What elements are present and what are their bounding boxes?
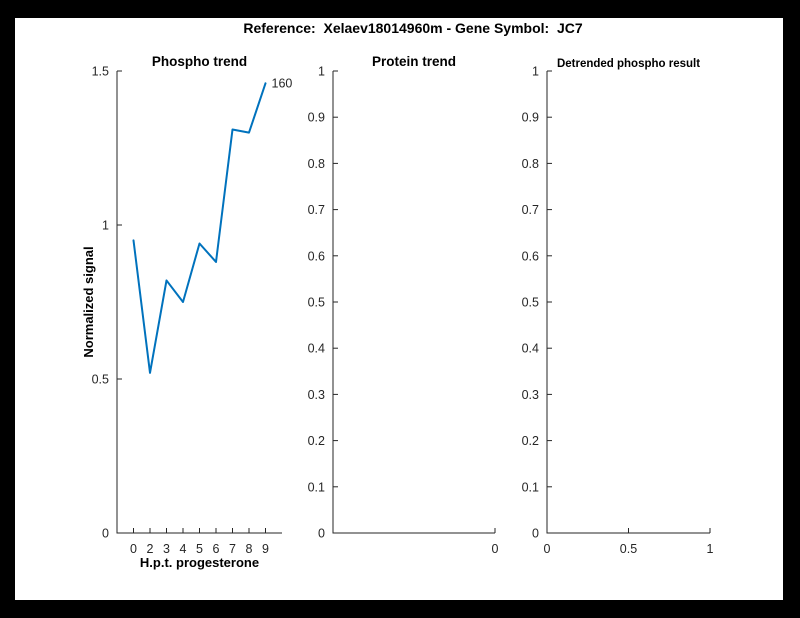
y-tick-label: 0.5 [92, 373, 109, 387]
y-tick-label: 1.5 [92, 65, 109, 79]
y-tick-label: 1 [532, 65, 539, 79]
protein-trend-plot: Protein trend 00.10.20.30.40.50.60.70.80… [308, 54, 499, 556]
y-tick-label: 0 [532, 527, 539, 541]
y-tick-label: 0 [102, 527, 109, 541]
x-tick-label: 4 [180, 542, 187, 556]
figure-title: Reference: Xelaev18014960m - Gene Symbol… [243, 20, 583, 36]
plot-title-detrended: Detrended phospho result [557, 58, 700, 70]
x-tick-label: 0 [492, 542, 499, 556]
end-value-annotation: 160 [272, 76, 293, 90]
y-tick-label: 0.1 [308, 480, 325, 494]
y-tick-label: 0.2 [522, 434, 539, 448]
y-tick-label: 0.4 [522, 342, 539, 356]
x-axis-label-phospho: H.p.t. progesterone [140, 555, 259, 570]
x-tick-label: 1 [707, 542, 714, 556]
x-tick-label: 9 [262, 542, 269, 556]
y-tick-label: 0.3 [522, 388, 539, 402]
y-tick-label: 1 [318, 65, 325, 79]
y-tick-label: 0.6 [522, 249, 539, 263]
figure-background [15, 18, 783, 600]
y-tick-label: 0.5 [522, 296, 539, 310]
y-tick-label: 0.2 [308, 434, 325, 448]
y-tick-label: 1 [102, 219, 109, 233]
x-tick-label: 0.5 [620, 542, 637, 556]
protein-axes: 0 0.1 0.2 0.3 0.4 0.5 0.6 0.7 0.8 0.9 1 0 [308, 65, 499, 557]
y-axis-label-phospho: Normalized signal [81, 246, 96, 357]
y-tick-label: 0.9 [522, 111, 539, 125]
y-tick-label: 0.9 [308, 111, 325, 125]
phospho-trend-line [132, 82, 267, 374]
x-tick-label: 6 [213, 542, 220, 556]
y-tick-label: 0.7 [308, 203, 325, 217]
plot-title-phospho: Phospho trend [152, 54, 247, 69]
detrended-phospho-plot: Detrended phospho result 0 0.1 0.2 0.3 0.4 0.… [522, 58, 714, 556]
x-tick-label: 2 [147, 542, 154, 556]
y-tick-label: 0.8 [308, 157, 325, 171]
x-tick-label: 7 [229, 542, 236, 556]
phospho-axes: 00.511.50 2 3 4 5 6 7 8 9 [92, 65, 282, 556]
x-tick-label: 0 [544, 542, 551, 556]
x-tick-label: 8 [246, 542, 253, 556]
y-tick-label: 0.5 [308, 296, 325, 310]
x-tick-label: 5 [196, 542, 203, 556]
x-tick-label: 3 [163, 542, 170, 556]
y-tick-label: 0 [318, 527, 325, 541]
y-tick-label: 0.8 [522, 157, 539, 171]
y-tick-label: 0.6 [308, 249, 325, 263]
x-tick-label: 0 [130, 542, 137, 556]
y-tick-label: 0.4 [308, 342, 325, 356]
y-tick-label: 0.1 [522, 480, 539, 494]
phospho-trend-plot: Phospho trend H.p.t. progesterone Normal… [81, 54, 292, 570]
y-tick-label: 0.3 [308, 388, 325, 402]
y-tick-label: 0.7 [522, 203, 539, 217]
detrended-axes: 0 0.1 0.2 0.3 0.4 0.5 0.6 0.7 0.8 0.9 1 0 0.5 1 [522, 65, 714, 557]
plot-title-protein: Protein trend [372, 54, 456, 69]
